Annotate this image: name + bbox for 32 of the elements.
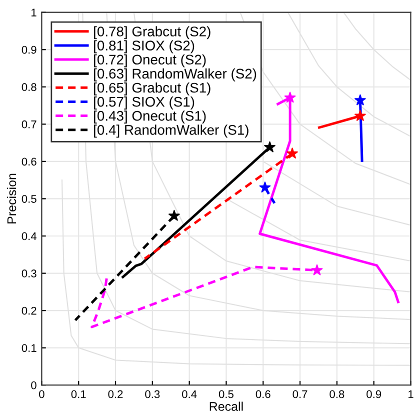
y-tick-label: 0.9 — [22, 46, 36, 54]
x-tick-label: 0.8 — [330, 390, 344, 398]
y-tick-label: 0 — [31, 381, 36, 390]
x-tick-label: 0.5 — [218, 390, 234, 398]
y-tick-label: 0.2 — [22, 306, 36, 315]
legend-label: [0.81] SIOX (S2) — [94, 40, 194, 54]
legend-label: [0.78] Grabcut (S2) — [94, 26, 210, 40]
x-tick-label: 0.4 — [182, 390, 197, 398]
x-tick-label: 0.3 — [145, 390, 160, 398]
y-tick-label: 0.8 — [22, 83, 36, 92]
x-tick-label: 0.7 — [292, 390, 308, 398]
y-axis-title: Precision — [6, 174, 16, 224]
legend-label: [0.65] Grabcut (S1) — [94, 82, 210, 96]
y-tick-label: 0.1 — [22, 344, 36, 352]
x-tick-label: 0 — [39, 390, 44, 398]
x-tick-label: 0.1 — [71, 390, 86, 398]
y-tick-label: 0.4 — [22, 232, 37, 240]
legend-label: [0.4] RandomWalker (S1) — [94, 124, 248, 138]
y-tick-label: 0.5 — [22, 194, 36, 203]
y-tick-label: 0.6 — [22, 158, 36, 166]
x-tick-label: 0.6 — [256, 390, 270, 398]
y-tick-label: 0.7 — [22, 120, 36, 128]
y-tick-label: 1 — [32, 8, 36, 16]
legend-label: [0.43] Onecut (S1) — [94, 110, 206, 124]
y-tick-label: 0.3 — [22, 270, 36, 278]
x-tick-label: 1 — [408, 390, 414, 398]
x-tick-label: 0.2 — [108, 390, 123, 398]
legend-label: [0.63] RandomWalker (S2) — [94, 68, 256, 82]
legend-label: [0.57] SIOX (S1) — [94, 96, 194, 110]
legend-label: [0.72] Onecut (S2) — [94, 54, 206, 68]
x-tick-label: 0.9 — [366, 390, 382, 398]
x-axis-title: Recall — [210, 402, 243, 411]
